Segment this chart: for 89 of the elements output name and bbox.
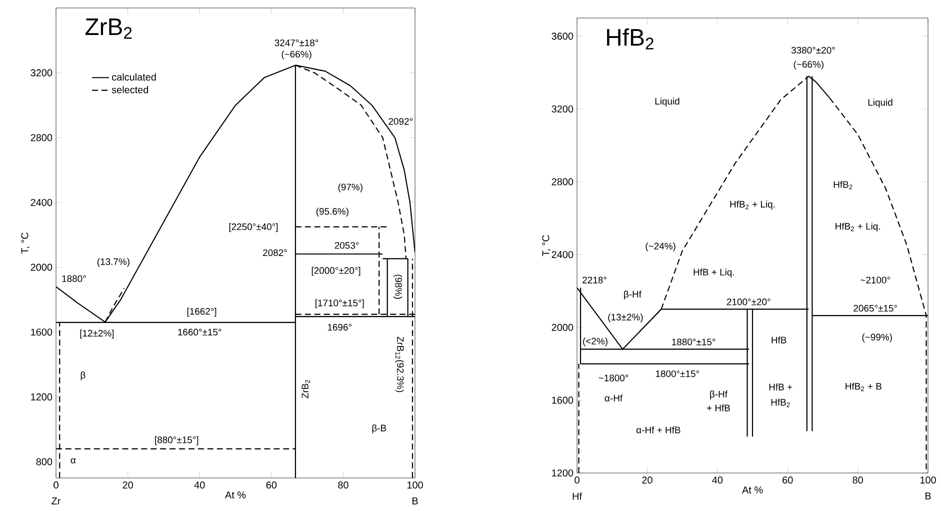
annotation: (97%) <box>338 183 362 192</box>
y-tick-label: 2400 <box>30 198 52 206</box>
x-axis-title: At % <box>225 491 246 498</box>
annotation: HfB$_{2}$ + Liq. <box>730 200 775 210</box>
annotation: α <box>70 458 76 464</box>
annotation: [880°±15°] <box>155 436 198 446</box>
annotation: (13±2%) <box>608 314 643 322</box>
annotation: [1710°±15°] <box>315 299 364 308</box>
annotation: 2065°±15° <box>854 304 897 312</box>
annotation: ZrB$_{12}$(92.3%) <box>395 336 404 392</box>
annotation: 2218° <box>582 276 606 284</box>
annotation: 2100°±20° <box>726 298 770 306</box>
annotation: 1880° <box>62 275 86 282</box>
y-tick-label: 2000 <box>30 264 52 271</box>
x-tick-label: 40 <box>194 482 205 489</box>
annotation: 3247°±18° <box>274 39 318 46</box>
y-axis-title: T, °C <box>542 235 550 256</box>
text: Hf <box>572 492 582 500</box>
annotation: β <box>80 371 86 380</box>
y-tick-label: 3600 <box>552 32 574 40</box>
annotation: [2000°±20°] <box>312 266 360 276</box>
annotation: Liquid <box>655 98 680 106</box>
annotation: HfB$_{2}$ <box>834 180 852 190</box>
annotation: [2250°±40°] <box>229 223 278 232</box>
x-tick-label: 0 <box>574 476 580 484</box>
chart-title: HfB$_{2}$ <box>607 28 654 50</box>
annotation: 3380°±20° <box>791 46 835 54</box>
text: Zr <box>52 498 61 504</box>
legend-label: calculated <box>112 73 156 81</box>
annotation: ~1800° <box>598 374 628 382</box>
y-tick-label: 2000 <box>552 324 574 331</box>
x-tick-label: 80 <box>338 482 348 489</box>
annotation: ZrB$_{2}$ <box>302 380 310 398</box>
y-tick-label: 1600 <box>552 396 574 404</box>
annotation: (~24%) <box>646 242 676 252</box>
y-tick-label: 1200 <box>31 393 52 400</box>
annotation: HfB$_{2}$ + B <box>846 382 882 392</box>
x-tick-label: 0 <box>54 482 58 489</box>
x-tick-label: 40 <box>712 476 723 484</box>
x-tick-label: 80 <box>852 476 863 484</box>
x-tick-label: 20 <box>122 482 133 489</box>
annotation: HfB <box>772 336 786 344</box>
annotation: (~66%) <box>282 50 312 60</box>
annotation: 1696° <box>328 324 352 331</box>
annotation: (~66%) <box>794 60 824 70</box>
y-axis-title: T, °C <box>21 232 30 254</box>
annotation: 1800°±15° <box>656 370 699 378</box>
annotation: HfB$_{2}$ + Liq. <box>836 222 880 232</box>
annotation: β-B <box>372 424 386 434</box>
x-tick-label: 100 <box>920 476 936 484</box>
y-tick-label: 1200 <box>552 469 574 477</box>
y-tick-label: 1600 <box>31 328 52 336</box>
annotation: HfB + Liq. <box>694 268 734 278</box>
annotation: 1880°±15° <box>672 338 716 346</box>
annotation: (<2%) <box>583 338 608 346</box>
annotation: β-Hf <box>624 290 642 300</box>
y-tick-label: 3200 <box>30 69 52 76</box>
annotation: (13.7%) <box>97 258 130 267</box>
x-tick-label: 60 <box>266 482 277 489</box>
annotation: HfB$_{2}$ <box>771 398 790 408</box>
annotation: 2053° <box>334 242 359 249</box>
x-tick-label: 20 <box>642 476 652 484</box>
annotation: β-Hf <box>710 390 728 400</box>
annotation: α-Hf + HfB <box>636 426 680 434</box>
y-tick-label: 2800 <box>552 178 574 186</box>
y-tick-label: 2400 <box>552 251 574 258</box>
text: B <box>412 498 418 504</box>
y-tick-label: 2800 <box>30 134 52 142</box>
annotation: + HfB <box>706 404 730 412</box>
annotation: 1660°±15° <box>178 328 222 336</box>
x-tick-label: 100 <box>407 482 423 489</box>
annotation: [12±2%] <box>80 330 114 338</box>
legend-label: selected <box>112 86 148 94</box>
annotation: 2092° <box>388 118 412 125</box>
x-tick-label: 60 <box>782 476 793 484</box>
annotation: (98%) <box>393 274 402 299</box>
chart-title: ZrB$_{2}$ <box>85 18 132 39</box>
annotation: Liquid <box>868 98 892 108</box>
annotation: ~2100° <box>860 276 890 284</box>
y-tick-label: 3200 <box>552 105 574 113</box>
annotation: HfB + <box>769 383 792 390</box>
annotation: (95.6%) <box>316 208 348 217</box>
text: B <box>926 492 931 500</box>
annotation: (~99%) <box>862 334 892 342</box>
annotation: α-Hf <box>604 394 623 402</box>
annotation: [1662°] <box>187 308 216 317</box>
y-tick-label: 800 <box>36 458 52 466</box>
annotation: 2082° <box>263 249 287 256</box>
x-axis-title: At % <box>742 486 763 494</box>
